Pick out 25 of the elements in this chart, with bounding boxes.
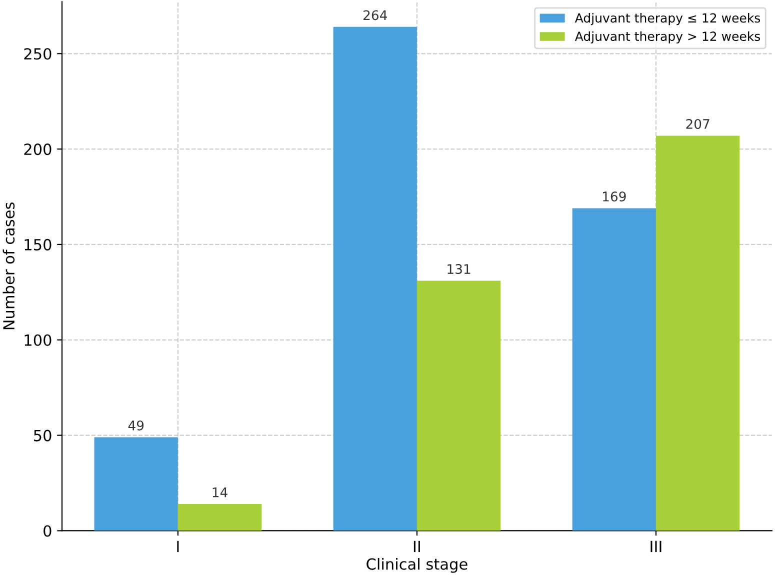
legend-label: Adjuvant therapy > 12 weeks bbox=[574, 31, 760, 44]
bar bbox=[416, 280, 501, 531]
data-label: 169 bbox=[603, 192, 626, 202]
data-label: 207 bbox=[686, 118, 710, 129]
data-label: 49 bbox=[128, 420, 144, 430]
legend-label: Adjuvant therapy ≤ 12 weeks bbox=[574, 12, 760, 26]
x-tick-label: II bbox=[414, 540, 420, 552]
y-tick-label: 50 bbox=[34, 430, 52, 442]
y-tick-label: 100 bbox=[24, 334, 52, 346]
bar bbox=[333, 26, 417, 531]
data-label: 14 bbox=[212, 487, 228, 498]
bar bbox=[572, 208, 656, 531]
x-axis-title: Clinical stage bbox=[366, 558, 468, 573]
y-tick-label: 250 bbox=[24, 48, 52, 60]
y-tick-label: 200 bbox=[24, 144, 52, 156]
bar bbox=[656, 136, 740, 531]
y-tick-label: 150 bbox=[24, 238, 52, 250]
data-label: 264 bbox=[363, 10, 387, 20]
bar bbox=[178, 504, 262, 531]
x-tick-label: III bbox=[650, 540, 662, 552]
y-tick-label: 0 bbox=[44, 525, 52, 537]
y-axis-title: Number of cases bbox=[2, 202, 15, 330]
data-label: 131 bbox=[448, 264, 470, 274]
bar bbox=[94, 437, 178, 531]
x-tick-label: I bbox=[177, 540, 179, 552]
